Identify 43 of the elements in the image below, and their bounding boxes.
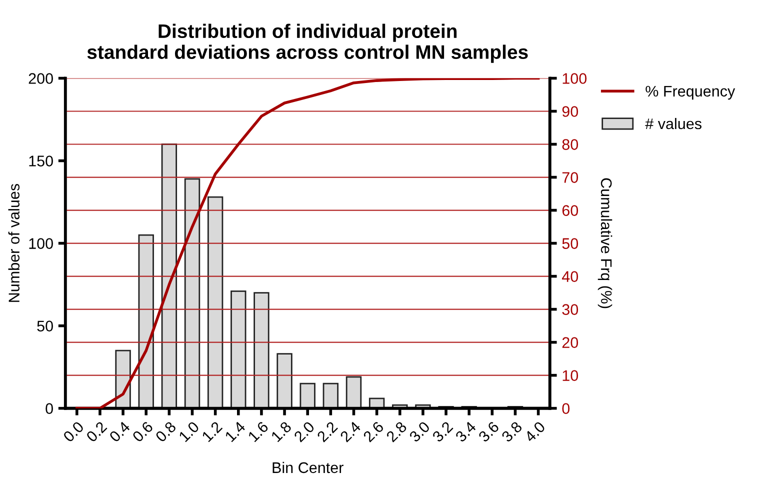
x-tick-label: 0.6 [132, 420, 154, 443]
y2-tick-label: 70 [562, 172, 578, 183]
y2-tick-label: 60 [562, 205, 578, 216]
y2-tick-label: 30 [562, 304, 578, 315]
x-tick-label: 0.8 [154, 420, 177, 443]
y2-tick-label: 50 [562, 238, 578, 249]
x-tick-label: 3.0 [408, 420, 430, 443]
x-tick-label: 2.8 [386, 420, 408, 443]
x-tick-label: 4.0 [524, 420, 546, 443]
y-tick-label: 100 [29, 238, 53, 249]
x-tick-label: 3.2 [432, 420, 454, 443]
x-tick-label: 2.6 [362, 420, 384, 443]
x-tick-label: 1.8 [270, 420, 292, 442]
chart-title: Distribution of individual protein standard deviations across control MN samples [87, 24, 528, 63]
y2-tick-label: 20 [562, 337, 578, 348]
x-axis-title: Bin Center [272, 462, 344, 474]
x-tick-label: 1.4 [224, 420, 246, 442]
x-tick-label: 0.2 [86, 420, 108, 443]
x-tick-label: 0.4 [108, 420, 131, 443]
y2-tick-label: 80 [562, 139, 578, 150]
x-tick-label: 2.2 [316, 420, 338, 442]
y-tick-label: 150 [29, 156, 53, 166]
y2-tick-label: 0 [562, 403, 570, 414]
y-tick-label: 50 [37, 320, 53, 332]
y-axis-title: Number of values [8, 184, 20, 302]
legend-label: # values [645, 118, 702, 130]
x-tick-label: 1.2 [201, 420, 223, 442]
x-tick-label: 0.0 [62, 420, 84, 443]
y-tick-label: 0 [46, 403, 53, 414]
x-tick-label: 3.8 [500, 420, 523, 443]
y2-axis-title: Cumulative Frq (%) [598, 178, 612, 308]
y2-tick-label: 10 [562, 370, 578, 381]
y2-tick-label: 90 [562, 106, 578, 117]
x-tick-label: 2.4 [340, 420, 362, 442]
x-tick-label: 1.0 [178, 420, 200, 442]
x-tick-label: 3.6 [478, 420, 500, 443]
y-tick-label: 200 [28, 73, 53, 84]
y2-tick-label: 40 [562, 271, 578, 282]
x-tick-label: 2.0 [293, 420, 316, 443]
x-tick-label: 3.4 [454, 420, 477, 443]
y2-tick-label: 100 [562, 73, 587, 84]
x-tick-label: 1.6 [248, 420, 269, 442]
legend-label: % Frequency [646, 86, 736, 100]
